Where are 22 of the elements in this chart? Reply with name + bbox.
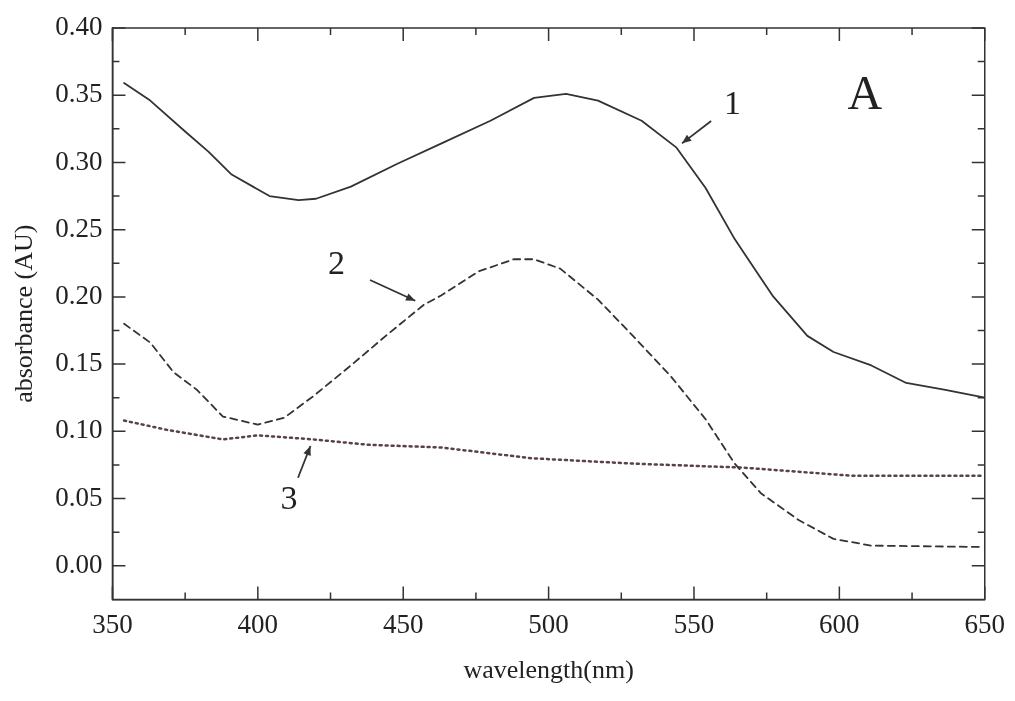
y-tick-label: 0.20 bbox=[55, 279, 103, 310]
y-tick-label: 0.10 bbox=[55, 414, 103, 445]
annotation: 1 bbox=[724, 83, 742, 121]
y-tick-label: 0.30 bbox=[55, 145, 103, 176]
x-tick-label: 350 bbox=[92, 608, 133, 639]
y-tick-label: 0.05 bbox=[55, 481, 103, 512]
y-tick-label: 0.25 bbox=[55, 212, 103, 243]
annotation: 2 bbox=[328, 243, 346, 281]
x-tick-label: 400 bbox=[237, 608, 279, 639]
x-tick-label: 500 bbox=[528, 608, 569, 639]
y-tick-label: 0.15 bbox=[55, 347, 103, 378]
x-tick-label: 450 bbox=[382, 608, 424, 639]
x-axis-title: wavelength(nm) bbox=[463, 655, 634, 685]
y-tick-label: 0.00 bbox=[55, 548, 103, 579]
x-tick-label: 600 bbox=[819, 608, 860, 639]
annotation: 3 bbox=[280, 479, 298, 517]
y-axis-title: absorbance (AU) bbox=[9, 224, 39, 403]
x-tick-label: 550 bbox=[673, 608, 715, 639]
y-tick-label: 0.40 bbox=[55, 11, 103, 42]
x-tick-label: 650 bbox=[964, 608, 1005, 639]
y-tick-label: 0.35 bbox=[55, 78, 103, 109]
annotation: A bbox=[847, 65, 883, 119]
